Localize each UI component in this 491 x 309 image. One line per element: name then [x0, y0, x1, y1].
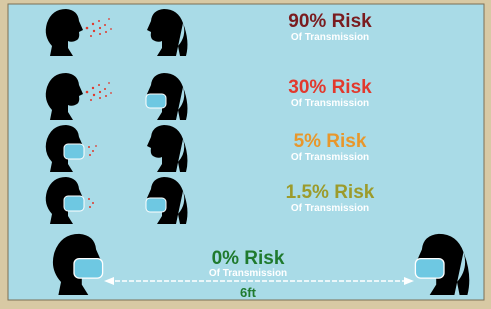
- risk-label: 30% Risk: [288, 77, 372, 98]
- risk-label: 1.5% Risk: [286, 182, 375, 203]
- risk-label: 0% Risk: [212, 248, 285, 269]
- risk-subtitle: Of Transmission: [291, 203, 369, 214]
- risk-subtitle: Of Transmission: [209, 268, 287, 279]
- page: 90% Risk Of Transmission 30% Risk Of Tra…: [0, 0, 491, 309]
- distance-label: 6ft: [240, 285, 257, 300]
- risk-subtitle: Of Transmission: [291, 152, 369, 163]
- risk-label: 90% Risk: [288, 11, 372, 32]
- risk-subtitle: Of Transmission: [291, 98, 369, 109]
- risk-subtitle: Of Transmission: [291, 32, 369, 43]
- infographic: 90% Risk Of Transmission 30% Risk Of Tra…: [0, 0, 491, 309]
- risk-label: 5% Risk: [294, 131, 367, 152]
